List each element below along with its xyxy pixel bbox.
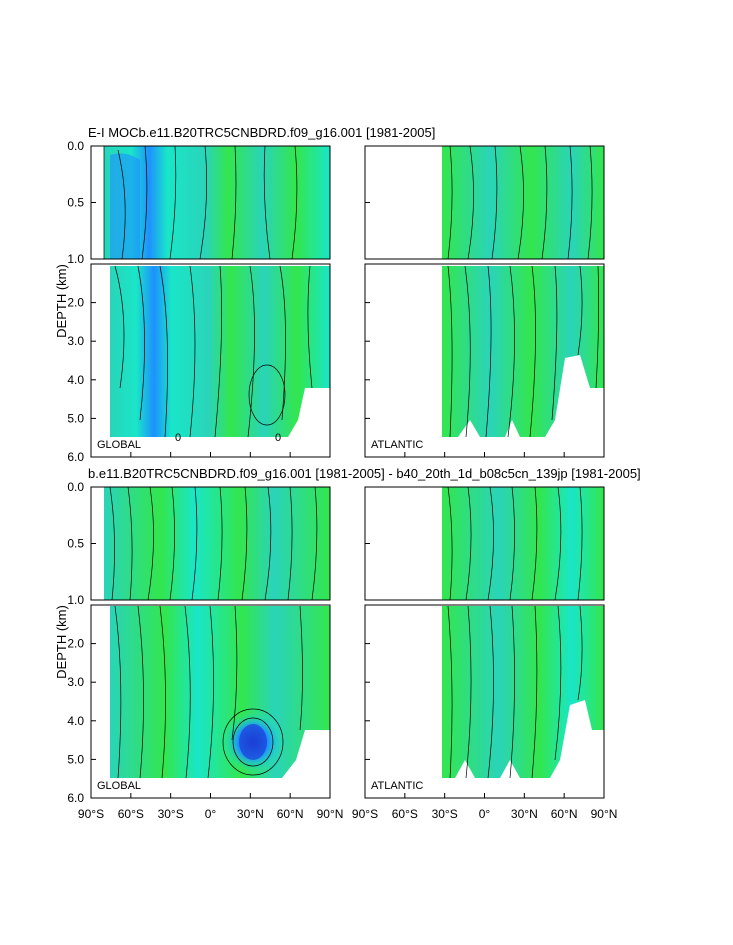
y-tick-label: 4.0: [67, 373, 84, 387]
y-tick-label: 0.5: [67, 196, 84, 210]
contour-label-0b: 0: [275, 432, 281, 444]
y-tick-label: 0.0: [67, 480, 84, 494]
y-tick-label: 1.0: [67, 593, 84, 607]
x-tick-label: 90°S: [352, 807, 378, 821]
x-tick-label: 90°N: [591, 807, 618, 821]
panel-2-atlantic-label: ATLANTIC: [371, 780, 423, 792]
y-tick-label: 2.0: [67, 296, 84, 310]
panel-2-global-bottom: GLOBAL: [90, 604, 331, 799]
y-tick-label: 6.0: [67, 791, 84, 805]
panel-2-atlantic-bottom: ATLANTIC: [364, 604, 605, 799]
x-tick-label: 90°S: [78, 807, 104, 821]
x-tick-label: 60°S: [392, 807, 418, 821]
x-tick-label: 30°N: [511, 807, 538, 821]
panel-1-atlantic-bottom: ATLANTIC: [364, 263, 605, 458]
panel-1-global-label: GLOBAL: [97, 439, 141, 451]
x-tick-label: 30°S: [158, 807, 184, 821]
y-tick-label: 6.0: [67, 450, 84, 464]
y-tick-label: 4.0: [67, 714, 84, 728]
x-tick-label: 60°N: [277, 807, 304, 821]
panel-1-atlantic-label: ATLANTIC: [371, 439, 423, 451]
x-tick-label: 0°: [205, 807, 217, 821]
y-tick-label: 3.0: [67, 334, 84, 348]
panel-1-title: E-I MOCb.e11.B20TRC5CNBDRD.f09_g16.001 […: [88, 125, 435, 140]
x-tick-label: 0°: [479, 807, 491, 821]
y-tick-label: 2.0: [67, 637, 84, 651]
panel-2-ylabel: DEPTH (km): [54, 605, 69, 679]
panel-2-atlantic-top: [364, 486, 605, 601]
y-tick-label: 1.0: [67, 252, 84, 266]
panel-2-title: b.e11.B20TRC5CNBDRD.f09_g16.001 [1981-20…: [88, 466, 641, 481]
panel-1-global-bottom: GLOBAL 0 0: [90, 263, 331, 458]
y-tick-label: 5.0: [67, 411, 84, 425]
panel-2-global-label: GLOBAL: [97, 780, 141, 792]
x-tick-label: 30°N: [237, 807, 264, 821]
y-tick-label: 0.0: [67, 139, 84, 153]
panel-1-ylabel: DEPTH (km): [54, 264, 69, 338]
x-tick-label: 90°N: [317, 807, 344, 821]
panel-1-global-top: [90, 145, 331, 260]
x-tick-label: 60°S: [118, 807, 144, 821]
panel-1-atlantic-top: [364, 145, 605, 260]
contour-label-0a: 0: [175, 432, 181, 444]
x-tick-label: 30°S: [432, 807, 458, 821]
y-tick-label: 3.0: [67, 675, 84, 689]
panel-2-global-top: [90, 486, 331, 601]
y-tick-label: 0.5: [67, 537, 84, 551]
x-tick-label: 60°N: [551, 807, 578, 821]
axis-ticks: 0.0 0.5 1.0 2.0 3.0 4.0 5.0 6.0 0.0 0.5 1.0 2.0 3.0 4…: [67, 139, 617, 821]
y-tick-label: 5.0: [67, 752, 84, 766]
